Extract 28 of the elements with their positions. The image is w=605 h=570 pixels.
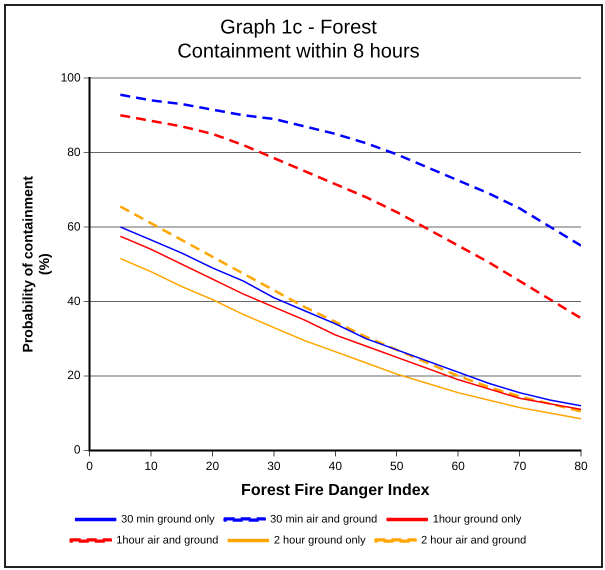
x-tick-label: 20 <box>206 458 220 473</box>
text: (%) <box>36 253 52 276</box>
x-tick-label: 40 <box>328 458 342 473</box>
y-tick-label: 80 <box>67 144 81 159</box>
y-tick-label: 40 <box>67 294 81 308</box>
legend-label: 30 min air and ground <box>270 514 378 526</box>
x-tick-label: 70 <box>512 458 527 473</box>
x-axis-title: Forest Fire Danger Index <box>241 482 430 499</box>
x-tick-label: 0 <box>86 458 94 473</box>
y-tick-label: 20 <box>67 368 81 382</box>
y-tick-label: 100 <box>60 70 81 84</box>
x-tick-label: 80 <box>574 458 588 473</box>
legend-label: 2 hour ground only <box>274 534 366 547</box>
y-tick-label: 0 <box>74 442 81 457</box>
y-tick-label: 60 <box>67 219 81 234</box>
x-tick-label: 60 <box>451 458 466 473</box>
legend-label: 1hour ground only <box>432 514 522 526</box>
x-tick-label: 50 <box>390 458 404 473</box>
line-series <box>119 114 581 320</box>
x-tick-label: 30 <box>267 458 281 473</box>
legend-label: 2 hour air and ground <box>421 534 526 547</box>
text: Containment within 8 hours <box>177 40 420 63</box>
text: Probability of containment <box>19 176 36 352</box>
line-series <box>119 94 581 247</box>
legend-label: 30 min ground only <box>121 514 216 526</box>
legend-label: 1hour air and ground <box>116 534 218 547</box>
x-tick-label: 10 <box>144 458 158 473</box>
text: Graph 1c - Forest <box>220 16 377 39</box>
